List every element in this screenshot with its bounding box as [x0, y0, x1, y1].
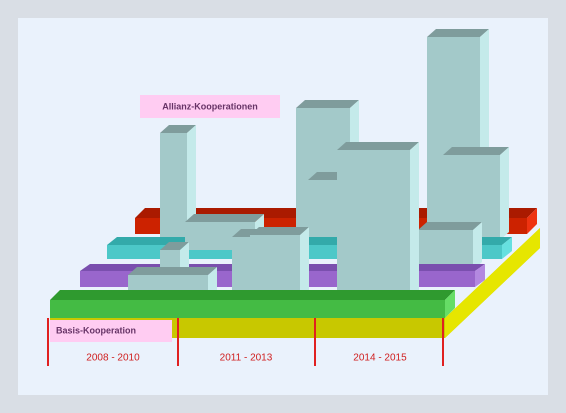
building-side [500, 147, 509, 240]
building-top [427, 29, 489, 37]
building-top [128, 267, 217, 275]
strip-purple-side [475, 264, 485, 287]
scene [50, 29, 540, 338]
period-dividers [47, 318, 444, 366]
building-front [418, 230, 473, 270]
building-top [160, 242, 189, 250]
building-front [337, 150, 410, 300]
building-front [250, 235, 300, 301]
building-side [473, 222, 482, 270]
building-top [337, 142, 419, 150]
period-label: 2008 - 2010 [86, 353, 140, 364]
period-label: 2014 - 2015 [353, 353, 407, 364]
building-top [185, 214, 264, 222]
basis-label-box [50, 320, 172, 342]
building-top [443, 147, 509, 155]
building-side [187, 125, 196, 243]
building-front [443, 155, 500, 240]
strip-red-side [527, 208, 537, 234]
building-top [418, 222, 482, 230]
building-side [300, 227, 309, 301]
strip-green-front [50, 300, 445, 318]
building-side [180, 242, 189, 275]
base-slab-side [445, 228, 540, 338]
strip-teal-side [502, 237, 512, 259]
strip-green-top [50, 290, 455, 300]
building-side [410, 142, 419, 300]
alliance-label: Allianz-Kooperationen [162, 101, 258, 111]
building-front [308, 180, 338, 245]
building-front [160, 133, 187, 243]
building-top [160, 125, 196, 133]
building-top [250, 227, 309, 235]
basis-label: Basis-Kooperation [56, 325, 136, 335]
strip-green-side [445, 290, 455, 318]
alliance-label-box [140, 95, 280, 118]
period-label: 2011 - 2013 [220, 353, 273, 364]
building-top [296, 100, 359, 108]
